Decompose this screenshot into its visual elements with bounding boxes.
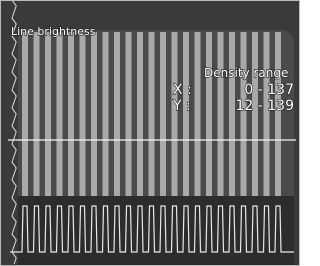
stripe xyxy=(172,32,178,196)
x-axis-label: X : xyxy=(173,82,192,98)
stripe xyxy=(206,32,212,196)
stripes xyxy=(22,32,281,196)
stripe xyxy=(68,32,74,196)
stripe xyxy=(57,32,63,196)
page: {"overlay": {"title": "Line brightness",… xyxy=(0,0,300,266)
stripe xyxy=(126,32,132,196)
y-range: 12 - 139 xyxy=(236,98,295,114)
x-range: 0 - 137 xyxy=(244,82,294,98)
stripe xyxy=(252,32,258,196)
stripe xyxy=(34,32,40,196)
stripe xyxy=(114,32,120,196)
stripe xyxy=(264,32,270,196)
stripe xyxy=(80,32,86,196)
stripe xyxy=(229,32,235,196)
stripe xyxy=(22,32,28,196)
stripe xyxy=(195,32,201,196)
stripe xyxy=(160,32,166,196)
stripe xyxy=(149,32,155,196)
stripe xyxy=(91,32,97,196)
stripe xyxy=(275,32,281,196)
stripe xyxy=(137,32,143,196)
stripe xyxy=(218,32,224,196)
image-viewer: Line brightness Density range X : 0 - 13… xyxy=(0,0,300,266)
y-axis-label: Y : xyxy=(172,98,191,114)
stripe xyxy=(241,32,247,196)
density-label: Density range xyxy=(204,66,288,80)
stripe xyxy=(103,32,109,196)
stripe xyxy=(45,32,51,196)
stripe xyxy=(183,32,189,196)
overlay-title: Line brightness xyxy=(11,25,96,38)
